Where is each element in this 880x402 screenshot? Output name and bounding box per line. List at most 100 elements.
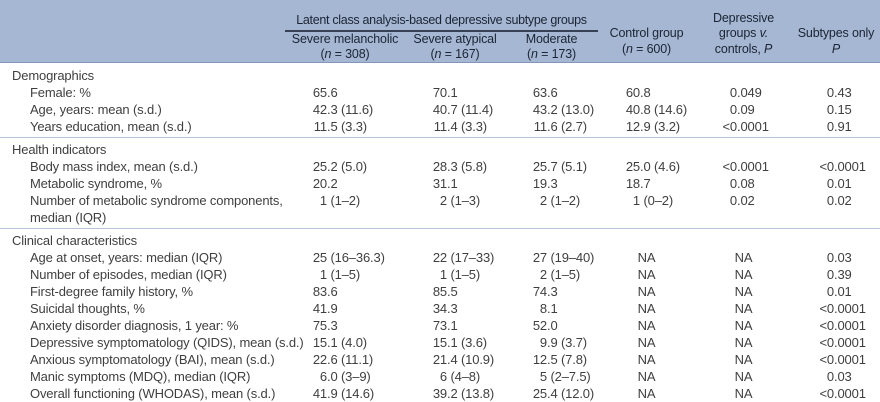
row-label: First-degree family history, %: [30, 284, 193, 299]
value-int-part: 52: [532, 318, 547, 333]
value-frac-part: .9 (3.2): [640, 119, 680, 134]
value-cell: 8.1: [505, 300, 598, 317]
value-int-part: 0: [826, 102, 834, 117]
col-header-line: controls, P: [714, 41, 773, 56]
value-int-part: 19: [532, 176, 547, 191]
value-cell: 73.1: [405, 317, 505, 334]
value-int-part: 73: [432, 318, 447, 333]
value-frac-part: .2 (5.0): [327, 159, 367, 174]
value-frac-part: .5 (3.3): [327, 119, 367, 134]
value-int-part: 21: [432, 352, 447, 367]
value-cell: 75.3: [285, 317, 405, 334]
value-cell: <0.0001: [792, 334, 880, 351]
row-label: Metabolic syndrome, %: [30, 176, 162, 191]
value-int-part: 83: [312, 284, 327, 299]
col-header-line: Moderate: [525, 32, 578, 46]
value-frac-part: (1–3): [447, 193, 481, 208]
value-frac-part: (1–2): [547, 193, 581, 208]
value-int-part: 28: [432, 159, 447, 174]
value-cell: 25.2 (5.0): [285, 158, 405, 175]
col-header-n: (n = 600): [621, 41, 672, 56]
value-cell: 34.3: [405, 300, 505, 317]
section-title: Demographics: [12, 68, 95, 83]
value-int-part: 0: [826, 250, 834, 265]
value-frac-part: .0001: [737, 119, 769, 134]
value-frac-part: .3 (5.8): [447, 159, 487, 174]
value-cell: 2 (1–2): [505, 192, 598, 209]
col-header-line: Subtypes only: [797, 26, 875, 40]
value-frac-part: .6: [547, 85, 558, 100]
table-row: Depressive symptomatology (QIDS), mean (…: [0, 334, 880, 351]
value-int-part: <0: [819, 159, 834, 174]
value-cell: 27 (19–40): [505, 249, 598, 266]
value-int-part: 9: [539, 335, 547, 350]
value-int-part: 40: [625, 102, 640, 117]
value-cell: 1 (1–5): [405, 266, 505, 283]
value-cell: 85.5: [405, 283, 505, 300]
value-frac-part: (4–8): [447, 369, 481, 384]
row-label: Depressive symptomatology (QIDS), mean (…: [30, 335, 304, 350]
value-frac-part: .0 (3–9): [327, 369, 371, 384]
value-frac-part: (1–2): [327, 193, 361, 208]
value-cell: <0.0001: [695, 158, 792, 175]
value-int-part: 25: [532, 386, 547, 401]
value-cell: <0.0001: [792, 158, 880, 175]
value-cell: 0.09: [695, 101, 792, 118]
value-frac-part: .8 (14.6): [640, 102, 688, 117]
row-label: Overall functioning (WHODAS), mean (s.d.…: [30, 386, 276, 401]
col-header-line: Control group: [609, 26, 684, 40]
value-int-part: <0: [722, 159, 737, 174]
value-int-part: 41: [312, 386, 327, 401]
value-cell: 0.03: [792, 249, 880, 266]
value-int-part: 60: [625, 85, 640, 100]
table-row: Age, years: mean (s.d.) 42.3 (11.6) 40.7 (…: [0, 101, 880, 118]
value-int-part: 0: [826, 267, 834, 282]
col-header-line: Severe atypical: [413, 32, 497, 46]
header-label-spacer: [0, 0, 285, 62]
value-frac-part: .0001: [834, 318, 866, 333]
value-frac-part: .5: [447, 284, 458, 299]
value-cell: 22.6 (11.1): [285, 351, 405, 368]
value-frac-part: .1: [447, 176, 458, 191]
value-int-part: 0: [826, 193, 834, 208]
value-frac-part: .0001: [834, 301, 866, 316]
value-int-part: 22: [432, 250, 447, 265]
col-header-n: (n = 308): [320, 47, 370, 61]
value-int-part: 43: [532, 102, 547, 117]
value-cell: 18.7: [598, 175, 695, 192]
value-cell: 0.43: [792, 84, 880, 101]
value-cell: <0.0001: [792, 300, 880, 317]
value-cell: NA: [637, 267, 656, 282]
value-frac-part: .08: [737, 176, 755, 191]
value-frac-part: .6 (11.1): [327, 352, 374, 367]
value-int-part: 25: [312, 250, 327, 265]
table-row: Number of metabolic syndrome components,…: [0, 192, 880, 226]
row-label: Years education, mean (s.d.): [30, 119, 192, 134]
value-int-part: 85: [432, 284, 447, 299]
value-cell: 25.4 (12.0): [505, 385, 598, 402]
value-cell: NA: [637, 318, 656, 333]
value-int-part: 31: [432, 176, 447, 191]
value-int-part: 1: [632, 193, 640, 208]
value-frac-part: .1: [547, 301, 558, 316]
value-int-part: <0: [819, 335, 834, 350]
value-cell: NA: [637, 352, 656, 367]
value-int-part: 41: [312, 301, 327, 316]
table-body: Demographics Female: % 65.6 70.1 63.6 60.8 0.0…: [0, 63, 880, 402]
value-frac-part: .6 (2.7): [547, 119, 587, 134]
value-int-part: 11: [433, 119, 447, 134]
value-int-part: 5: [539, 369, 547, 384]
value-int-part: 2: [539, 193, 547, 208]
subtype-columns: Severe melancholic (n = 308) Severe atyp…: [285, 32, 598, 62]
col-header-n: (n = 167): [430, 47, 480, 61]
value-cell: 0.08: [695, 175, 792, 192]
value-cell: 22 (17–33): [405, 249, 505, 266]
row-label: Number of metabolic syndrome components,…: [30, 193, 283, 225]
value-cell: 0.15: [792, 101, 880, 118]
subtype-spanner-group: Latent class analysis-based depressive s…: [285, 0, 598, 62]
value-int-part: <0: [819, 301, 834, 316]
value-frac-part: .5 (7.8): [547, 352, 587, 367]
value-cell: 6 (4–8): [405, 368, 505, 385]
value-cell: 28.3 (5.8): [405, 158, 505, 175]
table-row: Age at onset, years: median (IQR) 25 (16–…: [0, 249, 880, 266]
